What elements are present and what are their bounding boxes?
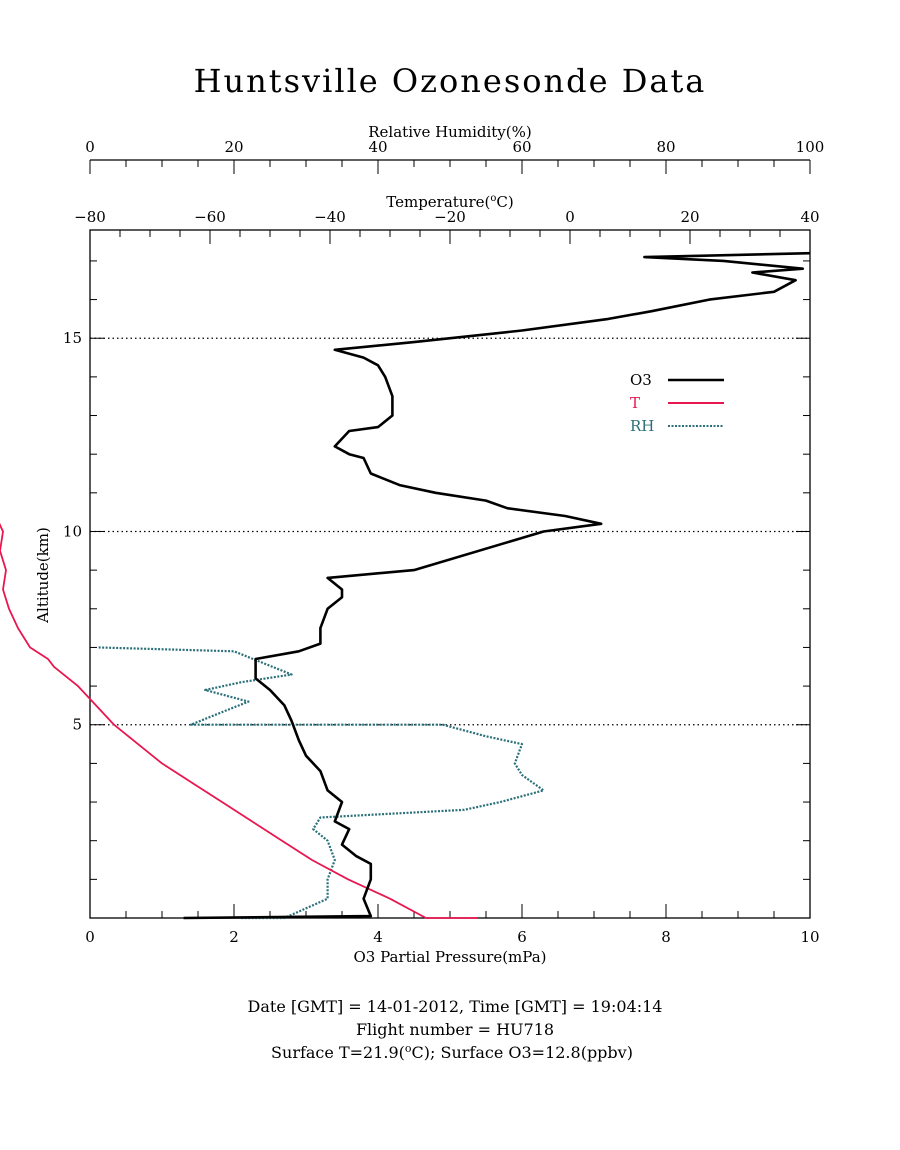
temperature-tick-label: −60 bbox=[194, 208, 226, 226]
frame-ticks bbox=[89, 230, 811, 918]
x-tick-label: 10 bbox=[800, 928, 819, 946]
legend: O3 T RH bbox=[630, 371, 724, 435]
humidity-axis bbox=[89, 159, 811, 174]
chart-title: Huntsville Ozonesonde Data bbox=[194, 62, 707, 100]
footer-date-line: Date [GMT] = 14-01-2012, Time [GMT] = 19… bbox=[248, 997, 663, 1016]
temperature-tick-label: 20 bbox=[680, 208, 699, 226]
y-tick-label: 15 bbox=[63, 329, 82, 347]
x-tick-label: 0 bbox=[85, 928, 95, 946]
temperature-line bbox=[0, 522, 477, 919]
y-tick-label: 10 bbox=[63, 522, 82, 540]
temperature-tick-label: 0 bbox=[565, 208, 575, 226]
humidity-axis-label: Relative Humidity(%) bbox=[368, 123, 531, 141]
x-tick-label: 2 bbox=[229, 928, 239, 946]
y-axis-label: Altitude(km) bbox=[34, 527, 52, 624]
humidity-tick-label: 80 bbox=[656, 138, 675, 156]
humidity-tick-label: 20 bbox=[224, 138, 243, 156]
temperature-tick-label: −20 bbox=[434, 208, 466, 226]
reference-lines bbox=[90, 337, 810, 726]
x-axis-label: O3 Partial Pressure(mPa) bbox=[353, 948, 546, 966]
x-tick-label: 4 bbox=[373, 928, 383, 946]
temperature-tick-label: −40 bbox=[314, 208, 346, 226]
rh-line bbox=[97, 646, 545, 920]
y-tick-label: 5 bbox=[72, 716, 82, 734]
legend-o3-label: O3 bbox=[630, 371, 652, 389]
humidity-tick-label: 0 bbox=[85, 138, 95, 156]
x-tick-label: 8 bbox=[661, 928, 671, 946]
legend-temperature-label: T bbox=[630, 394, 640, 412]
tick-labels: 0 2 4 6 8 10 5 10 15 −80 −60 −40 −20 0 20 40 0 20 40 60 80 10… bbox=[63, 138, 824, 946]
footer-surface-line: Surface T=21.9(oC); Surface O3=12.8(ppbv… bbox=[271, 1042, 633, 1062]
temperature-axis-label: Temperature(oC) bbox=[386, 193, 514, 211]
temperature-tick-label: −80 bbox=[74, 208, 106, 226]
footer-flight-line: Flight number = HU718 bbox=[356, 1020, 554, 1039]
legend-rh-label: RH bbox=[630, 417, 654, 435]
humidity-tick-label: 60 bbox=[512, 138, 531, 156]
o3-line bbox=[183, 251, 811, 920]
humidity-tick-label: 40 bbox=[368, 138, 387, 156]
plot-frame bbox=[89, 229, 811, 919]
temperature-tick-label: 40 bbox=[800, 208, 819, 226]
series-layer bbox=[0, 251, 811, 920]
humidity-tick-label: 100 bbox=[796, 138, 825, 156]
x-tick-label: 6 bbox=[517, 928, 527, 946]
